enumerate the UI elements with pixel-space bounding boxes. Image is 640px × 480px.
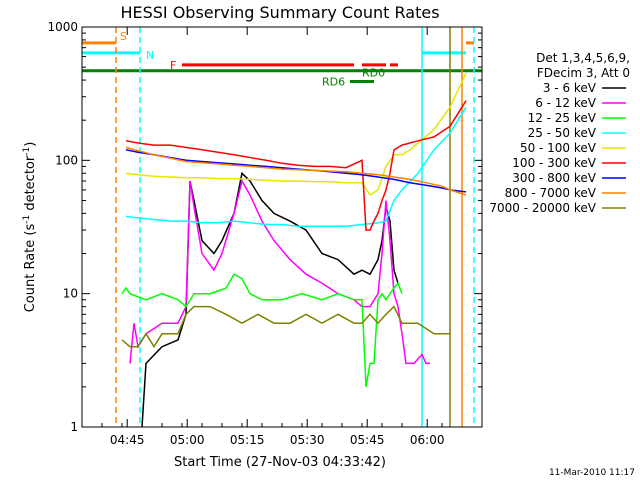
series-line [121, 273, 403, 388]
series-line [125, 106, 467, 228]
flag-label: S [120, 30, 127, 43]
flag-label: N [146, 49, 154, 62]
series-lines [121, 72, 467, 428]
y-tick-label: 1 [70, 420, 78, 434]
state-flags: S N F RD0 RD6 [82, 30, 482, 89]
axis-ticks: 04:45 05:00 05:15 05:30 05:45 06:00 1 10 100 1000 [47, 20, 483, 447]
chart-title: HESSI Observing Summary Count Rates [120, 3, 439, 22]
legend-label: 7000 - 20000 keV [489, 201, 596, 215]
plot-frame [81, 26, 483, 428]
y-tick-label: 10 [63, 287, 78, 301]
series-line [125, 72, 467, 197]
y-axis-label-main: Count Rate (s [23, 224, 38, 313]
y-axis-label-end: ) [23, 142, 38, 147]
legend-label: 100 - 300 keV [512, 156, 596, 170]
legend-label: 50 - 100 keV [520, 141, 597, 155]
x-tick-label: 05:45 [350, 433, 385, 447]
series-line [125, 149, 467, 193]
y-axis-label: Count Rate (s-1 detector-1) [22, 142, 38, 313]
legend-label: 12 - 25 keV [528, 111, 597, 125]
flag-label: F [170, 59, 176, 72]
legend-label: 6 - 12 keV [535, 96, 597, 110]
y-tick-label: 1000 [47, 20, 78, 34]
x-tick-label: 04:45 [110, 433, 145, 447]
legend-header-1: Det 1,3,4,5,6,9, [536, 51, 630, 65]
flag-label: RD0 [362, 67, 385, 80]
y-axis-label-sup2: -1 [22, 147, 32, 156]
legend-label: 3 - 6 keV [543, 81, 597, 95]
legend-label: 25 - 50 keV [528, 126, 597, 140]
legend-label: 300 - 800 keV [512, 171, 596, 185]
series-line [125, 146, 467, 196]
timestamp: 11-Mar-2010 11:17 [549, 468, 635, 478]
series-line [125, 100, 467, 231]
y-tick-label: 100 [55, 153, 78, 167]
y-axis-label-sup: -1 [22, 215, 32, 224]
legend-header-2: FDecim 3, Att 0 [537, 66, 630, 80]
legend-label: 800 - 7000 keV [505, 186, 597, 200]
y-axis-label-mid: detector [23, 155, 38, 215]
legend: Det 1,3,4,5,6,9, FDecim 3, Att 0 3 - 6 k… [489, 51, 630, 215]
series-line [121, 305, 450, 349]
x-axis-label: Start Time (27-Nov-03 04:33:42) [174, 455, 386, 470]
flag-label: RD6 [322, 76, 345, 89]
x-tick-label: 06:00 [410, 433, 445, 447]
marker-lines [115, 27, 475, 427]
x-tick-label: 05:15 [230, 433, 265, 447]
x-tick-label: 05:00 [170, 433, 205, 447]
series-line [129, 179, 430, 365]
x-tick-label: 05:30 [290, 433, 325, 447]
